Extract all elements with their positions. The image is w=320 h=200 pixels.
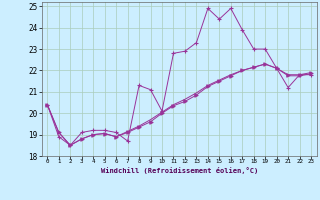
X-axis label: Windchill (Refroidissement éolien,°C): Windchill (Refroidissement éolien,°C) xyxy=(100,167,258,174)
